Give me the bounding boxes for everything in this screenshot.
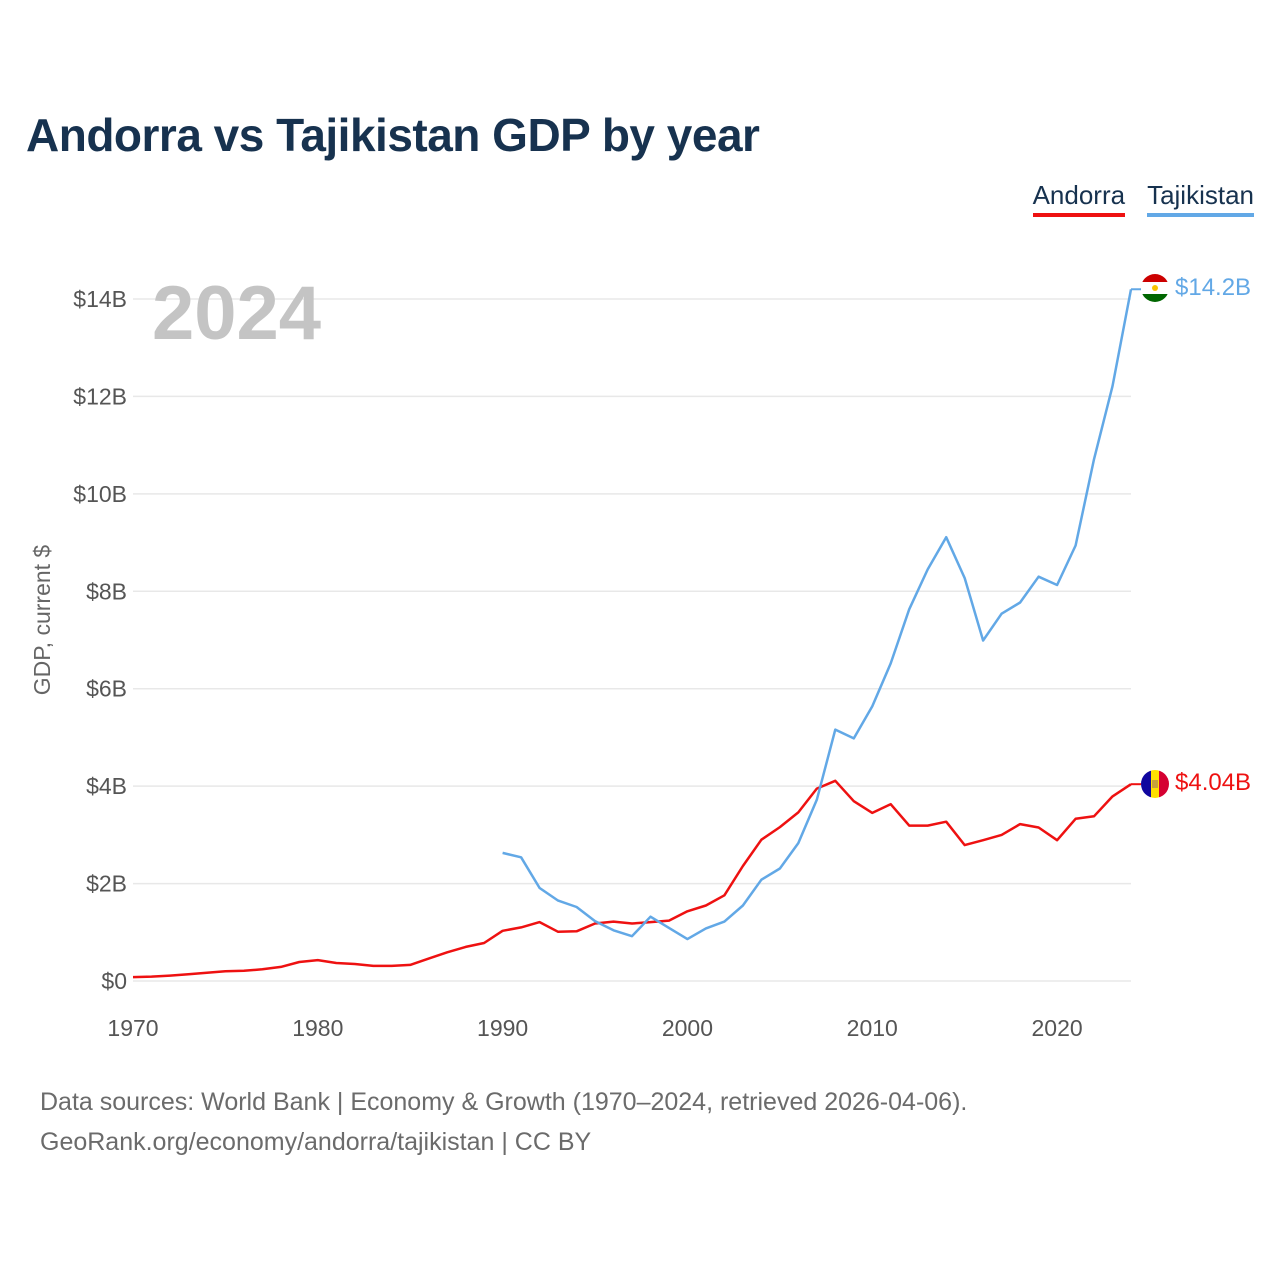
- x-tick-label: 2000: [662, 1015, 713, 1041]
- legend-item-andorra[interactable]: Andorra: [1032, 180, 1126, 217]
- y-axis-title: GDP, current $: [29, 545, 55, 696]
- legend: Andorra Tajikistan: [1032, 180, 1254, 217]
- series-line-tajikistan[interactable]: [502, 289, 1133, 941]
- x-tick-label: 1990: [477, 1015, 528, 1041]
- footer-sources: Data sources: World Bank | Economy & Gro…: [40, 1082, 967, 1162]
- series-line-andorra[interactable]: [132, 779, 1132, 979]
- tajikistan-end-label: $14.2B: [1175, 274, 1251, 301]
- tajikistan-flag: [1141, 274, 1169, 302]
- y-tick-label: $12B: [73, 383, 127, 409]
- gridlines: [133, 298, 1131, 982]
- legend-item-tajikistan[interactable]: Tajikistan: [1147, 180, 1254, 217]
- chart-title: Andorra vs Tajikistan GDP by year: [26, 109, 760, 161]
- x-tick-label: 1980: [292, 1015, 343, 1041]
- x-axis-ticks: 1970 1980 1990 2000 2010 2020: [107, 1015, 1082, 1041]
- y-tick-label: $2B: [86, 871, 127, 897]
- y-tick-label: $14B: [73, 286, 127, 312]
- andorra-flag: [1141, 770, 1169, 798]
- x-tick-label: 1970: [107, 1015, 158, 1041]
- y-tick-label: $8B: [86, 578, 127, 604]
- series-lines: [132, 288, 1141, 979]
- footer-line-credit: GeoRank.org/economy/andorra/tajikistan |…: [40, 1128, 592, 1156]
- current-year-label: 2024: [152, 271, 321, 356]
- andorra-end-label: $4.04B: [1175, 769, 1251, 796]
- x-tick-label: 2020: [1031, 1015, 1082, 1041]
- x-tick-label: 2010: [847, 1015, 898, 1041]
- y-tick-label: $10B: [73, 481, 127, 507]
- y-tick-label: $6B: [86, 676, 127, 702]
- y-axis-ticks: $0 $2B $4B $6B $8B $10B $12B $14B: [73, 286, 127, 994]
- footer-line-sources: Data sources: World Bank | Economy & Gro…: [40, 1088, 968, 1116]
- y-tick-label: $4B: [86, 773, 127, 799]
- y-tick-label: $0: [101, 968, 127, 994]
